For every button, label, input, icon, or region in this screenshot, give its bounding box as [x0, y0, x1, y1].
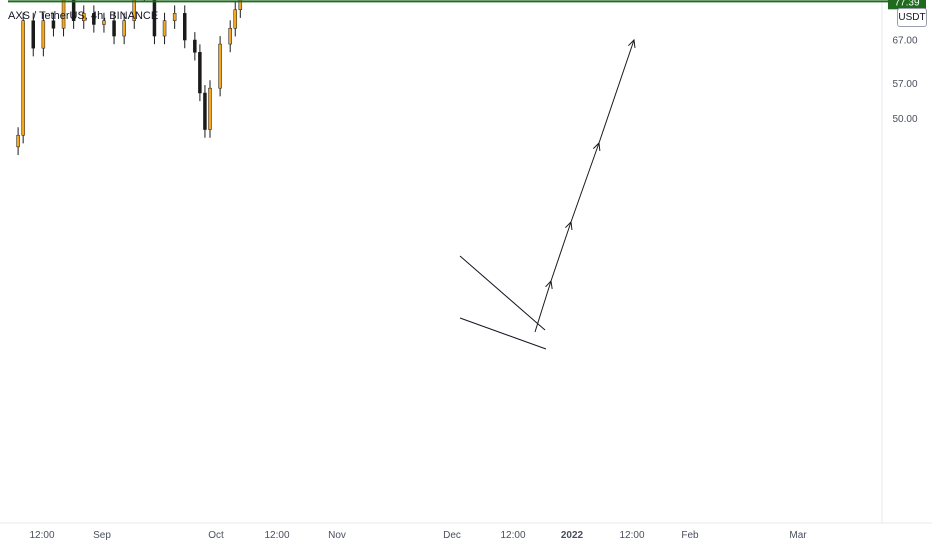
- candle: [203, 92, 207, 130]
- candle: [31, 20, 35, 49]
- candle: [218, 43, 222, 89]
- y-tick-label: 50.00: [892, 114, 917, 125]
- x-tick-label: Mar: [789, 530, 807, 541]
- level-price-box: [888, 0, 926, 10]
- candle: [41, 20, 46, 49]
- candle: [238, 0, 243, 10]
- candle: [92, 13, 96, 25]
- x-tick-label: Oct: [208, 530, 224, 541]
- arrowhead: [592, 141, 601, 152]
- x-tick-label: 2022: [561, 530, 584, 541]
- x-tick-label: 12:00: [264, 530, 289, 541]
- candle: [228, 28, 232, 45]
- arrowhead: [565, 220, 573, 231]
- candle: [132, 0, 136, 21]
- wedge-lower-line: [459, 317, 547, 350]
- candle: [208, 87, 212, 130]
- candle: [71, 0, 76, 21]
- x-tick-label: Feb: [681, 530, 699, 541]
- x-tick-label: Dec: [443, 530, 461, 541]
- x-tick-label: Sep: [93, 530, 111, 541]
- candle: [51, 20, 56, 29]
- candle: [162, 20, 167, 37]
- candle: [122, 20, 126, 37]
- candle: [112, 20, 116, 37]
- candle: [152, 0, 157, 37]
- candle: [16, 134, 20, 148]
- x-tick-label: Nov: [328, 530, 346, 541]
- x-tick-label: 12:00: [619, 530, 644, 541]
- candle: [61, 0, 66, 29]
- candle: [102, 20, 106, 25]
- candle: [198, 52, 202, 94]
- level-price-label: 77.39: [894, 0, 919, 8]
- chart-title: AXS / TetherUS, 4h, BINANCE: [8, 10, 159, 22]
- arrowhead: [545, 279, 553, 289]
- candle: [193, 39, 197, 53]
- projection-arrow: [534, 39, 635, 333]
- currency-unit-button[interactable]: USDT: [897, 8, 927, 27]
- candle: [233, 9, 237, 29]
- candle: [183, 13, 187, 41]
- wedge-upper-line: [459, 255, 546, 331]
- candle: [21, 20, 25, 136]
- arrowhead: [628, 38, 636, 49]
- y-tick-label: 57.00: [892, 79, 917, 90]
- x-tick-label: 12:00: [29, 530, 54, 541]
- candle: [82, 13, 86, 21]
- y-tick-label: 67.00: [892, 36, 917, 47]
- x-tick-label: 12:00: [500, 530, 525, 541]
- candle: [172, 13, 177, 21]
